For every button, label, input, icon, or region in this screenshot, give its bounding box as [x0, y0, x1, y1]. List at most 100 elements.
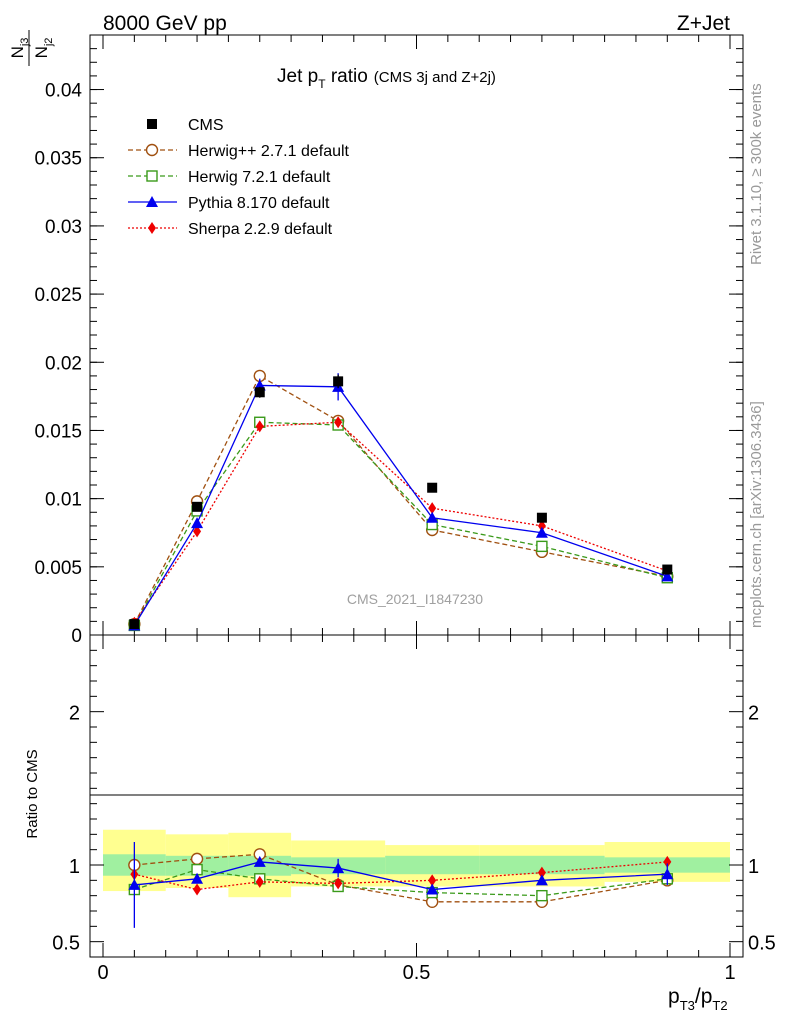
ratio-series-pythia	[128, 842, 674, 928]
svg-text:Nj2: Nj2	[32, 38, 55, 59]
main-point-sherpa	[255, 420, 264, 433]
legend-label-data: CMS	[188, 117, 224, 134]
ratio-point-sherpa	[663, 855, 672, 868]
main-ytick-label: 0.005	[34, 558, 82, 579]
main-point-pythia	[535, 526, 548, 538]
ratio-point-pythia	[128, 878, 141, 890]
legend-marker-herwig7	[146, 170, 158, 182]
header-left: 8000 GeV pp	[103, 12, 227, 35]
ratio-point-sherpa	[537, 866, 546, 879]
main-point-data	[192, 501, 203, 512]
ylabel-num-base: N	[8, 46, 27, 58]
legend-label-herwigpp: Herwig++ 2.7.1 default	[188, 143, 350, 160]
title-sub: T	[318, 77, 326, 91]
legend-marker-herwigpp	[145, 143, 159, 157]
header-right: Z+Jet	[677, 12, 730, 35]
title-main: Jet p	[277, 66, 318, 87]
main-point-sherpa	[193, 525, 202, 538]
main-ytick-label: 0.025	[34, 285, 82, 306]
ratio-xtick-label: 0.5	[403, 962, 431, 984]
main-point-pythia	[426, 511, 439, 523]
ratio-ticks	[90, 635, 743, 957]
main-point-pythia	[661, 570, 674, 582]
ratio-ytick-label-right: 1	[748, 856, 759, 878]
analysis-watermark: CMS_2021_I1847230	[347, 591, 483, 607]
ratio-series-sherpa	[130, 855, 672, 896]
xlabel: pT3/pT2	[668, 985, 728, 1013]
main-ytick-label: 0.02	[45, 353, 82, 374]
ratio-ytick-label-left: 1	[69, 856, 80, 878]
ratio-bands	[103, 829, 730, 898]
main-point-herwig7	[536, 540, 548, 553]
legend-label-pythia: Pythia 8.170 default	[188, 195, 330, 212]
xlabel-a-sub: T3	[680, 998, 695, 1013]
main-point-sherpa	[334, 416, 343, 429]
legend: CMS Herwig++ 2.7.1 default Herwig 7.2.1 de…	[128, 117, 350, 238]
main-ytick-label: 0	[71, 626, 82, 647]
legend-label-sherpa: Sherpa 2.2.9 default	[188, 221, 333, 238]
main-point-data	[662, 564, 673, 575]
ratio-xtick-label: 0	[97, 962, 108, 984]
ylabel-den-sub: j2	[43, 38, 55, 48]
main-ticklabels: 0 0.005 0.01 0.015 0.02 0.025 0.03 0.035 0.04	[34, 81, 82, 647]
main-point-data	[129, 619, 140, 630]
title-small: (CMS 3j and Z+2j)	[374, 69, 496, 86]
ratio-series	[128, 842, 674, 928]
rivet-side-text: Rivet 3.1.10, ≥ 300k events	[748, 83, 765, 265]
ratio-point-pythia	[253, 855, 266, 867]
main-ytick-label: 0.04	[45, 81, 82, 102]
ylabel-num-sub: j3	[19, 38, 31, 48]
main-point-data	[333, 376, 344, 387]
legend-marker-sherpa	[148, 222, 156, 234]
ratio-point-pythia	[661, 868, 674, 880]
main-line-herwigpp	[133, 375, 668, 625]
main-ytick-label: 0.035	[34, 149, 82, 170]
ratio-point-herwig7	[536, 889, 548, 902]
ratio-point-sherpa	[255, 875, 264, 888]
ratio-band-inner	[385, 855, 480, 875]
main-ytick-label: 0.015	[34, 421, 82, 442]
main-plot: 0 0.005 0.01 0.015 0.02 0.025 0.03 0.035 0.04 Nj…	[8, 30, 744, 647]
ratio-ytick-label-left: 0.5	[52, 933, 80, 955]
ratio-point-sherpa	[428, 874, 437, 887]
ratio-point-sherpa	[193, 883, 202, 896]
main-line-pythia	[133, 384, 668, 626]
xlabel-a: p	[668, 985, 680, 1008]
legend-marker-data	[147, 119, 157, 129]
ratio-ytick-label-right: 0.5	[748, 933, 776, 955]
title-rest: ratio	[326, 66, 368, 87]
main-ticks	[90, 35, 743, 636]
main-ytick-label: 0.01	[45, 490, 82, 511]
legend-label-herwig7: Herwig 7.2.1 default	[188, 169, 331, 186]
ratio-point-pythia	[426, 883, 439, 895]
ratio-point-herwigpp	[190, 852, 204, 866]
main-point-sherpa	[537, 519, 546, 532]
ratio-point-pythia	[191, 872, 204, 884]
main-point-data	[536, 512, 547, 523]
ratio-ytick-label-right: 2	[748, 703, 759, 725]
legend-marker-pythia	[146, 196, 158, 207]
main-point-data	[427, 482, 438, 493]
mcplots-side-text: mcplots.cern.ch [arXiv:1306.3436]	[748, 401, 765, 628]
svg-text:Nj3: Nj3	[8, 38, 31, 59]
main-ylabel: Nj3 Nj2	[8, 30, 55, 66]
ratio-ytick-label-left: 2	[69, 703, 80, 725]
ratio-point-pythia	[332, 862, 345, 874]
main-series	[128, 369, 674, 632]
ratio-xtick-label: 1	[724, 962, 735, 984]
ratio-plot-frame	[89, 634, 744, 958]
main-series-data	[129, 374, 673, 630]
main-point-sherpa	[428, 502, 437, 515]
xlabel-sep: /p	[695, 985, 713, 1008]
ylabel-den-base: N	[32, 46, 51, 58]
plot-title: Jet pT ratio (CMS 3j and Z+2j)	[277, 66, 496, 91]
ratio-point-pythia	[535, 874, 548, 886]
main-point-data	[254, 387, 265, 398]
main-ytick-label: 0.03	[45, 217, 82, 238]
ratio-ylabel: Ratio to CMS	[24, 749, 41, 838]
main-point-pythia	[191, 517, 204, 529]
ratio-ticklabels: 0.5 0.5 1 1 2 2 0 0.5 1	[52, 703, 776, 984]
ratio-plot: 0.5 0.5 1 1 2 2 0 0.5 1 Ratio to CMS pT3/pT2	[24, 634, 776, 1013]
xlabel-b-sub: T2	[712, 998, 727, 1013]
